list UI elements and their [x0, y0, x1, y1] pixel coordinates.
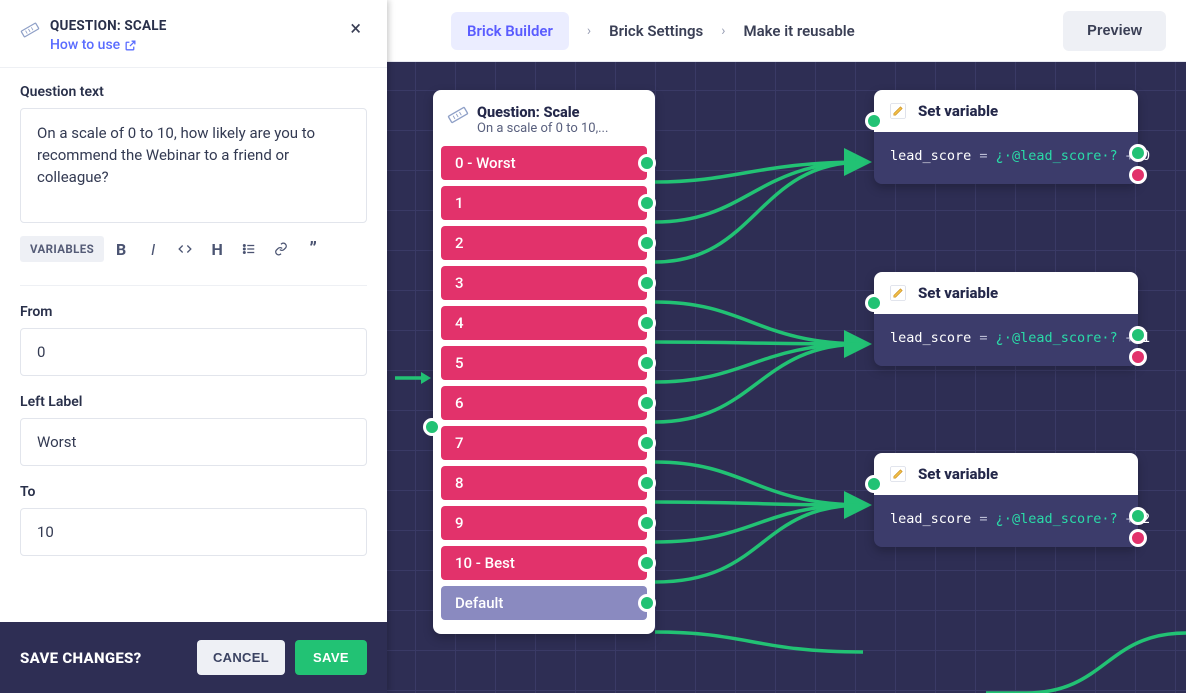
output-port[interactable]	[638, 234, 656, 252]
external-link-icon	[124, 39, 137, 52]
close-icon[interactable]: ×	[346, 18, 365, 38]
divider	[20, 285, 367, 286]
entry-arrow-icon	[395, 368, 431, 388]
scale-option[interactable]: 10 - Best	[441, 546, 647, 580]
left-label-input[interactable]	[20, 418, 367, 466]
ruler-icon	[447, 104, 469, 136]
to-label: To	[20, 484, 367, 500]
question-text-label: Question text	[20, 84, 367, 100]
input-port[interactable]	[865, 475, 883, 493]
save-button[interactable]: SAVE	[295, 640, 367, 675]
output-port-success[interactable]	[1129, 507, 1147, 525]
set-variable-node[interactable]: Set variable lead_score = ¿·@lead_score·…	[874, 90, 1138, 184]
input-port[interactable]	[865, 294, 883, 312]
panel-header: QUESTION: SCALE How to use ×	[0, 0, 387, 68]
output-port-error[interactable]	[1129, 348, 1147, 366]
var-expression: lead_score = ¿·@lead_score·? + 2	[874, 495, 1138, 547]
input-port[interactable]	[423, 418, 441, 436]
italic-button[interactable]: I	[138, 235, 168, 263]
bottom-wire	[986, 623, 1186, 693]
breadcrumb-builder[interactable]: Brick Builder	[451, 12, 569, 50]
output-port[interactable]	[638, 594, 656, 612]
set-variable-node[interactable]: Set variable lead_score = ¿·@lead_score·…	[874, 453, 1138, 547]
ruler-icon	[20, 20, 40, 40]
output-port[interactable]	[638, 514, 656, 532]
scale-option[interactable]: 6	[441, 386, 647, 420]
help-link[interactable]: How to use	[50, 37, 137, 53]
from-input[interactable]	[20, 328, 367, 376]
output-port-error[interactable]	[1129, 529, 1147, 547]
scale-option[interactable]: 4	[441, 306, 647, 340]
editor-toolbar: VARIABLES B I H ”	[20, 235, 367, 263]
scale-option[interactable]: 5	[441, 346, 647, 380]
variables-button[interactable]: VARIABLES	[20, 236, 104, 262]
preview-button[interactable]: Preview	[1063, 11, 1166, 51]
var-node-title: Set variable	[918, 102, 998, 120]
breadcrumb-reusable[interactable]: Make it reusable	[743, 22, 854, 40]
output-port-success[interactable]	[1129, 144, 1147, 162]
output-port[interactable]	[638, 154, 656, 172]
panel-body: Question text VARIABLES B I H ” From Lef…	[0, 68, 387, 622]
panel-title: QUESTION: SCALE	[50, 18, 336, 34]
output-port[interactable]	[638, 274, 656, 292]
output-port[interactable]	[638, 194, 656, 212]
scale-option[interactable]: 2	[441, 226, 647, 260]
scale-option[interactable]: 9	[441, 506, 647, 540]
list-button[interactable]	[234, 235, 264, 263]
var-node-title: Set variable	[918, 465, 998, 483]
panel-footer: SAVE CHANGES? CANCEL SAVE	[0, 622, 387, 693]
scale-option[interactable]: 0 - Worst	[441, 146, 647, 180]
pencil-icon	[888, 283, 908, 303]
code-button[interactable]	[170, 235, 200, 263]
output-port[interactable]	[638, 554, 656, 572]
scale-option[interactable]: 3	[441, 266, 647, 300]
scale-option[interactable]: 1	[441, 186, 647, 220]
output-port-error[interactable]	[1129, 166, 1147, 184]
from-label: From	[20, 304, 367, 320]
scale-node-title: Question: Scale	[477, 104, 641, 121]
scale-option[interactable]: 8	[441, 466, 647, 500]
breadcrumb-sep: ›	[587, 23, 591, 39]
save-prompt: SAVE CHANGES?	[20, 649, 187, 667]
flow-canvas[interactable]: Question: Scale On a scale of 0 to 10,..…	[387, 62, 1186, 693]
cancel-button[interactable]: CANCEL	[197, 640, 285, 675]
breadcrumb-settings[interactable]: Brick Settings	[609, 22, 703, 40]
scale-node-subtitle: On a scale of 0 to 10,...	[477, 121, 641, 136]
var-expression: lead_score = ¿·@lead_score·? + 1	[874, 314, 1138, 366]
settings-panel: QUESTION: SCALE How to use × Question te…	[0, 0, 387, 693]
heading-button[interactable]: H	[202, 235, 232, 263]
scale-option[interactable]: 7	[441, 426, 647, 460]
output-port[interactable]	[638, 314, 656, 332]
topbar: Brick Builder › Brick Settings › Make it…	[387, 0, 1186, 62]
output-port[interactable]	[638, 474, 656, 492]
pencil-icon	[888, 101, 908, 121]
var-expression: lead_score = ¿·@lead_score·? + 0	[874, 132, 1138, 184]
scale-node[interactable]: Question: Scale On a scale of 0 to 10,..…	[433, 90, 655, 634]
question-text-input[interactable]	[20, 108, 367, 223]
workspace: Brick Builder › Brick Settings › Make it…	[387, 0, 1186, 693]
left-label-label: Left Label	[20, 394, 367, 410]
breadcrumb-sep: ›	[721, 23, 725, 39]
link-button[interactable]	[266, 235, 296, 263]
set-variable-node[interactable]: Set variable lead_score = ¿·@lead_score·…	[874, 272, 1138, 366]
bold-button[interactable]: B	[106, 235, 136, 263]
var-node-title: Set variable	[918, 284, 998, 302]
scale-option-default[interactable]: Default	[441, 586, 647, 620]
output-port[interactable]	[638, 354, 656, 372]
to-input[interactable]	[20, 508, 367, 556]
help-link-text: How to use	[50, 37, 120, 53]
quote-button[interactable]: ”	[298, 235, 328, 263]
output-port[interactable]	[638, 434, 656, 452]
pencil-icon	[888, 464, 908, 484]
output-port[interactable]	[638, 394, 656, 412]
input-port[interactable]	[865, 112, 883, 130]
output-port-success[interactable]	[1129, 326, 1147, 344]
